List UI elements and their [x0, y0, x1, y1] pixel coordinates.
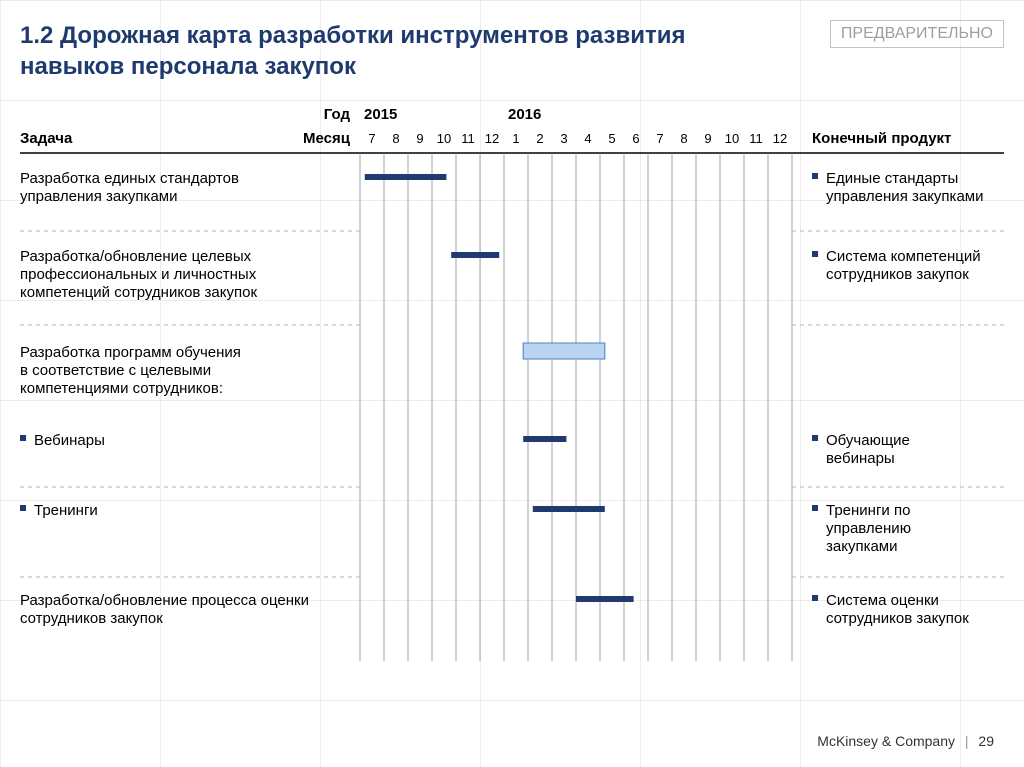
svg-text:Система оценки: Система оценки [826, 592, 939, 609]
svg-text:2016: 2016 [508, 106, 541, 123]
svg-text:Разработка программ обучения: Разработка программ обучения [20, 344, 241, 361]
svg-text:8: 8 [680, 131, 687, 146]
svg-text:5: 5 [608, 131, 615, 146]
svg-text:закупками: закупками [826, 538, 898, 555]
svg-text:Разработка единых стандартов: Разработка единых стандартов [20, 170, 239, 187]
svg-text:4: 4 [584, 131, 591, 146]
svg-text:Разработка/обновление процесса: Разработка/обновление процесса оценки [20, 592, 309, 609]
svg-text:управления закупками: управления закупками [826, 188, 983, 205]
svg-text:6: 6 [632, 131, 639, 146]
svg-text:профессиональных и личностных: профессиональных и личностных [20, 266, 257, 283]
svg-text:компетенциями сотрудников:: компетенциями сотрудников: [20, 380, 223, 397]
footer-company: McKinsey & Company [817, 733, 955, 749]
svg-text:вебинары: вебинары [826, 450, 895, 467]
svg-text:Год: Год [324, 106, 351, 123]
svg-text:1: 1 [512, 131, 519, 146]
svg-text:2: 2 [536, 131, 543, 146]
svg-text:11: 11 [749, 131, 763, 146]
svg-text:Разработка/обновление целевых: Разработка/обновление целевых [20, 248, 252, 265]
footer-page: 29 [978, 733, 994, 749]
svg-text:Единые стандарты: Единые стандарты [826, 170, 958, 187]
svg-text:компетенций сотрудников закупо: компетенций сотрудников закупок [20, 284, 257, 301]
svg-text:Обучающие: Обучающие [826, 432, 910, 449]
footer: McKinsey & Company | 29 [817, 733, 994, 749]
svg-text:9: 9 [704, 131, 711, 146]
svg-text:9: 9 [416, 131, 423, 146]
svg-text:11: 11 [461, 131, 475, 146]
gantt-chart: Год 2015 2016 Месяц Задача Конечный продукт 7 8… [20, 105, 1004, 665]
svg-text:7: 7 [368, 131, 375, 146]
svg-text:управления закупками: управления закупками [20, 188, 177, 205]
svg-text:12: 12 [773, 131, 787, 146]
page-title: 1.2 Дорожная карта разработки инструмент… [20, 20, 740, 82]
svg-text:Месяц: Месяц [303, 130, 351, 147]
svg-text:Тренинги: Тренинги [34, 502, 98, 519]
svg-text:Тренинги по: Тренинги по [826, 502, 910, 519]
svg-text:сотрудников закупок: сотрудников закупок [826, 610, 969, 627]
draft-badge: ПРЕДВАРИТЕЛЬНО [830, 20, 1004, 48]
svg-text:Конечный продукт: Конечный продукт [812, 130, 951, 147]
svg-text:10: 10 [725, 131, 739, 146]
svg-text:Система компетенций: Система компетенций [826, 248, 981, 265]
svg-text:сотрудников закупок: сотрудников закупок [20, 610, 163, 627]
svg-text:Вебинары: Вебинары [34, 432, 105, 449]
svg-text:7: 7 [656, 131, 663, 146]
svg-text:8: 8 [392, 131, 399, 146]
svg-text:сотрудников закупок: сотрудников закупок [826, 266, 969, 283]
svg-text:Задача: Задача [20, 130, 73, 147]
svg-text:12: 12 [485, 131, 499, 146]
svg-text:10: 10 [437, 131, 451, 146]
svg-text:управлению: управлению [826, 520, 911, 537]
svg-text:3: 3 [560, 131, 567, 146]
svg-text:2015: 2015 [364, 106, 397, 123]
svg-text:в соответствие с целевыми: в соответствие с целевыми [20, 362, 211, 379]
